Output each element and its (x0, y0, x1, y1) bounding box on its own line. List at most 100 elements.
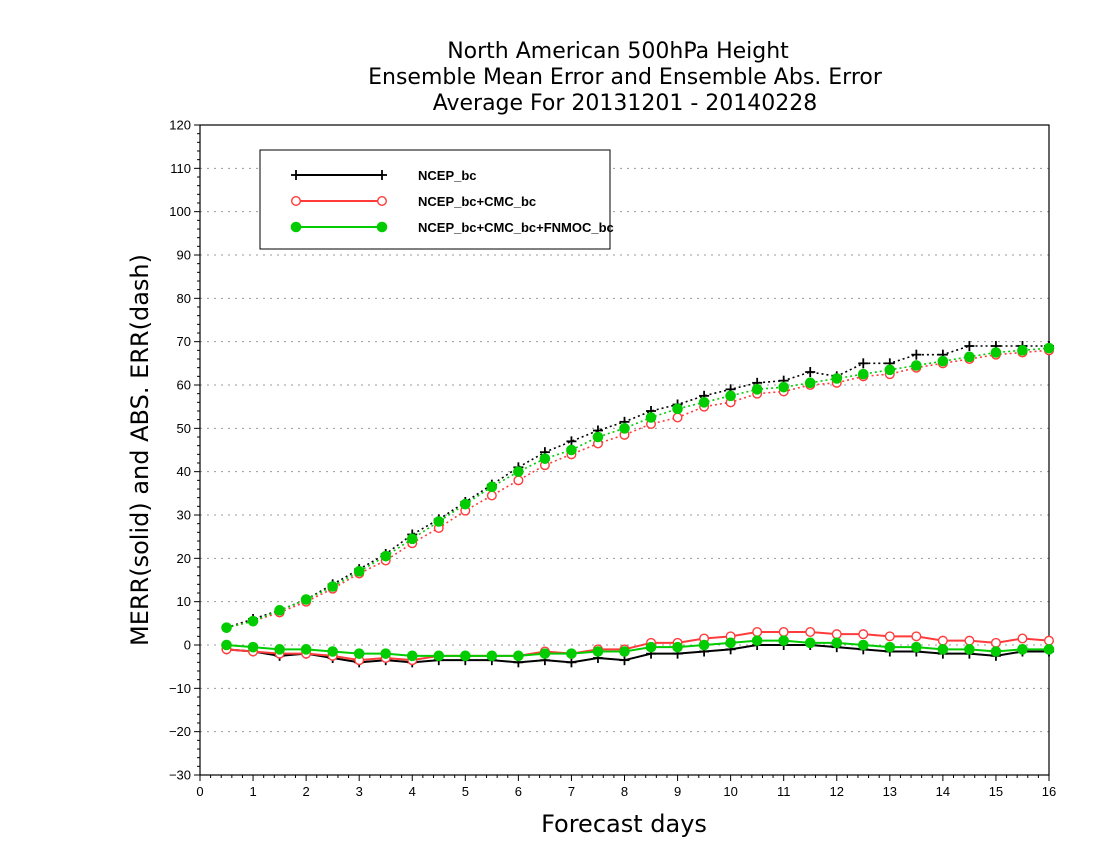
merr-point (247, 641, 259, 653)
merr-point (831, 637, 843, 649)
merr-point (274, 644, 285, 655)
legend-label: NCEP_bc+CMC_bc (418, 194, 536, 209)
abs-err-point (513, 475, 524, 486)
x-tick-label: 6 (515, 784, 522, 799)
x-tick-label: 8 (621, 784, 628, 799)
merr-point (857, 639, 869, 651)
x-axis-label: Forecast days (541, 810, 707, 838)
abs-err-point (831, 373, 843, 384)
merr-point (1043, 635, 1054, 646)
merr-point (592, 646, 604, 657)
y-tick-label: 100 (169, 204, 191, 219)
abs-err-point (672, 412, 683, 423)
abs-err-point (539, 453, 551, 464)
merr-point (964, 644, 975, 655)
abs-err-point (937, 355, 949, 367)
merr-point (778, 635, 789, 646)
y-tick-label: 90 (177, 248, 191, 263)
abs-err-point (221, 622, 232, 633)
merr-point (619, 646, 630, 657)
merr-point (778, 627, 789, 638)
merr-point (805, 627, 816, 638)
legend: NCEP_bc NCEP_bc+CMC_bc NCEP_bc+CMC_bc+FNMO… (259, 149, 614, 250)
x-tick-label: 15 (989, 784, 1003, 799)
merr-point (566, 657, 577, 668)
merr-point (804, 637, 816, 649)
y-tick-label: 60 (177, 378, 191, 393)
legend-marker-right (376, 221, 388, 233)
merr-point (990, 646, 1002, 657)
legend-marker-right (377, 170, 387, 180)
chart-title-line-2: Ensemble Mean Error and Ensemble Abs. Er… (368, 65, 883, 90)
y-tick-label: −20 (169, 724, 191, 739)
legend-marker-right (377, 195, 388, 206)
merr-point (937, 635, 948, 646)
merr-point (433, 650, 445, 662)
abs-err-line (226, 347, 1050, 629)
merr-point (221, 639, 232, 651)
abs-err-point (857, 368, 869, 380)
abs-err-line (226, 345, 1049, 629)
abs-err-point (804, 377, 816, 389)
merr-point (513, 650, 524, 662)
merr-point (327, 646, 338, 657)
legend-marker-left (291, 195, 302, 206)
merr-point (751, 635, 763, 646)
series-3 (221, 342, 1055, 662)
y-tick-label: 70 (177, 334, 191, 349)
merr-point (831, 629, 842, 640)
y-tick-label: 30 (177, 508, 191, 523)
y-tick-label: 120 (169, 118, 191, 133)
merr-point (380, 648, 392, 659)
abs-err-point (645, 412, 657, 423)
merr-point (911, 631, 922, 642)
y-tick-label: 80 (177, 291, 191, 306)
merr-point (725, 637, 736, 649)
merr-point (486, 650, 498, 662)
abs-err-line (226, 349, 1050, 629)
abs-err-point (858, 358, 869, 369)
y-tick-label: −10 (169, 681, 191, 696)
abs-err-point (778, 381, 789, 393)
legend-label: NCEP_bc+CMC_bc+FNMOC_bc (418, 220, 614, 235)
abs-err-point (698, 397, 710, 408)
abs-err-point (486, 481, 498, 493)
legend-box (259, 149, 611, 250)
merr-line (226, 639, 1049, 657)
abs-err-point (566, 444, 577, 456)
legend-label: NCEP_bc (418, 168, 477, 183)
y-tick-label: 40 (177, 464, 191, 479)
merr-point (964, 635, 975, 646)
x-tick-label: 11 (777, 784, 791, 799)
x-tick-label: 9 (674, 784, 681, 799)
merr-point (460, 650, 471, 662)
x-tick-label: 16 (1042, 784, 1056, 799)
merr-point (884, 641, 896, 653)
abs-err-point (274, 605, 285, 616)
y-tick-label: 50 (177, 421, 191, 436)
merr-point (937, 644, 949, 655)
x-tick-label: 0 (196, 784, 203, 799)
chart-title-line-1: North American 500hPa Height (447, 39, 789, 64)
x-tick-label: 4 (409, 784, 416, 799)
merr-point (353, 648, 365, 659)
x-tick-label: 7 (568, 784, 575, 799)
abs-err-point (592, 431, 604, 443)
legend-entry-2: NCEP_bc+CMC_bc (291, 194, 536, 209)
x-tick-label: 1 (249, 784, 256, 799)
abs-err-point (672, 403, 683, 415)
x-tick-label: 12 (830, 784, 844, 799)
legend-entry-3: NCEP_bc+CMC_bc+FNMOC_bc (290, 220, 614, 235)
merr-point (884, 631, 895, 642)
legend-marker-left (290, 221, 302, 233)
abs-err-point (353, 566, 365, 577)
abs-err-point (725, 390, 736, 402)
abs-err-point (486, 490, 497, 501)
abs-err-point (911, 349, 922, 360)
abs-err-point (990, 347, 1002, 358)
x-tick-label: 14 (936, 784, 950, 799)
merr-point (752, 627, 763, 638)
abs-err-point (566, 436, 577, 447)
